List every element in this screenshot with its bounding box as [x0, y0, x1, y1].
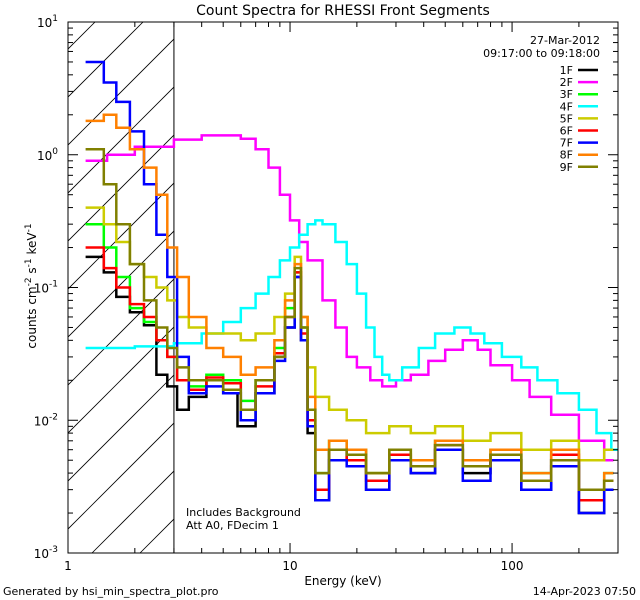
hatch-line: [68, 374, 174, 482]
x-tick-label: 10: [282, 559, 297, 573]
legend-label-3F: 3F: [560, 88, 573, 101]
hatch-line: [68, 38, 174, 146]
hatch-line: [0, 0, 116, 553]
legend-label-7F: 7F: [560, 137, 573, 150]
legend-label-5F: 5F: [560, 112, 573, 125]
footer-date: 14-Apr-2023 07:50: [533, 585, 636, 598]
series-line-2F: [85, 134, 614, 462]
series-line-8F: [85, 113, 614, 491]
chart-title: Count Spectra for RHESSI Front Segments: [196, 3, 490, 19]
annotation-attenuator: Att A0, FDecim 1: [186, 519, 279, 532]
hatch-line: [68, 230, 174, 338]
hatch-line: [620, 0, 640, 553]
legend-label-4F: 4F: [560, 100, 573, 113]
hatch-line: [428, 0, 640, 553]
hatch-line: [476, 0, 640, 553]
footer-generator: Generated by hsi_min_spectra_plot.pro: [3, 585, 219, 598]
y-axis-label: counts cm-2 s-1 keV-1: [24, 223, 39, 348]
y-tick-label: 101: [37, 14, 58, 30]
hatch-line: [68, 278, 174, 386]
y-tick-label: 100: [37, 147, 58, 163]
hatch-line: [380, 0, 640, 553]
x-tick-label: 1: [64, 559, 72, 573]
legend-label-2F: 2F: [560, 76, 573, 89]
hatch-line: [68, 182, 174, 290]
y-tick-label: 10-3: [34, 545, 58, 561]
x-axis-label: Energy (keV): [304, 574, 381, 588]
legend-label-9F: 9F: [560, 161, 573, 174]
series-line-9F: [85, 148, 614, 491]
hatch-line: [68, 422, 174, 530]
date-label: 27-Mar-2012: [530, 34, 600, 47]
y-tick-label: 10-1: [34, 280, 58, 296]
series-line-4F: [85, 219, 618, 451]
hatched-region: [0, 0, 640, 553]
y-tick-label: 10-2: [34, 412, 58, 428]
legend-label-1F: 1F: [560, 64, 573, 77]
x-tick-label: 100: [501, 559, 524, 573]
legend-label-8F: 8F: [560, 149, 573, 162]
legend-label-6F: 6F: [560, 125, 573, 138]
series-line-5F: [85, 206, 614, 462]
annotation-background: Includes Background: [186, 506, 301, 519]
series-line-1F: [85, 255, 614, 515]
time-range-label: 09:17:00 to 09:18:00: [483, 47, 600, 60]
hatch-line: [68, 22, 144, 98]
series-line-7F: [85, 60, 614, 515]
